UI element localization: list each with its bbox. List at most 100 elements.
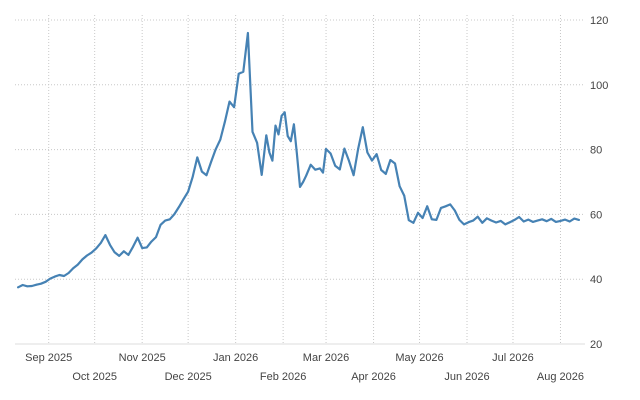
data-point [159, 223, 162, 226]
data-point [127, 254, 130, 256]
data-point [265, 134, 268, 137]
data-point [21, 284, 24, 286]
data-point [532, 221, 534, 223]
y-tick-label: 40 [590, 274, 602, 286]
data-point [53, 275, 56, 278]
data-point [81, 258, 84, 261]
data-point [44, 280, 47, 283]
data-point [296, 152, 298, 155]
data-point [319, 167, 321, 170]
data-point [210, 161, 213, 163]
data-point [518, 216, 520, 218]
data-point [289, 140, 292, 143]
y-tick-label: 120 [590, 15, 608, 27]
data-point [49, 277, 52, 280]
data-point [201, 170, 203, 173]
data-point [417, 211, 419, 214]
data-point [122, 250, 125, 253]
data-point [31, 285, 33, 287]
data-point [509, 221, 511, 224]
data-point [348, 160, 350, 162]
data-point [499, 220, 502, 222]
data-point [568, 220, 571, 223]
series-layer [17, 31, 580, 289]
data-point [286, 135, 289, 137]
data-point [145, 246, 148, 249]
data-point [150, 240, 153, 243]
data-point [573, 217, 576, 220]
data-point [490, 219, 493, 222]
data-point [476, 215, 479, 218]
data-point [104, 234, 107, 237]
data-point [283, 111, 286, 114]
data-point [17, 286, 19, 289]
data-point [26, 285, 29, 288]
x-tick-label: Nov 2025 [119, 352, 166, 364]
data-point [463, 223, 465, 226]
x-tick-label: Aug 2026 [537, 371, 584, 383]
data-point [329, 152, 332, 155]
data-point [271, 159, 274, 162]
data-point [545, 220, 548, 223]
x-tick-label: Jun 2026 [444, 371, 489, 383]
data-point [407, 219, 410, 222]
data-point [136, 236, 139, 239]
data-point [421, 217, 424, 219]
data-point [375, 153, 378, 156]
data-point [219, 138, 222, 141]
data-point [440, 207, 442, 209]
data-point [99, 242, 102, 244]
data-point [260, 174, 263, 176]
data-point [564, 218, 566, 221]
data-point [299, 186, 301, 188]
data-point [187, 190, 190, 193]
data-point [90, 251, 93, 254]
data-point [228, 100, 231, 103]
data-point [224, 120, 226, 123]
data-point [191, 175, 194, 178]
data-point [155, 236, 157, 239]
data-point [513, 219, 516, 221]
data-point [334, 164, 337, 167]
data-point [403, 194, 406, 197]
data-point [67, 272, 70, 274]
data-point [277, 133, 280, 136]
data-point [196, 156, 199, 159]
data-point [325, 148, 327, 150]
data-point [173, 213, 176, 216]
data-point [58, 274, 61, 276]
data-point [495, 221, 497, 224]
x-tick-label: Feb 2026 [260, 371, 306, 383]
data-point [113, 251, 116, 254]
series-points [17, 32, 580, 289]
data-point [430, 218, 433, 221]
data-point [322, 171, 324, 174]
data-point [109, 244, 111, 246]
data-point [426, 205, 429, 208]
data-point [412, 221, 415, 224]
data-point [268, 151, 271, 154]
data-point [280, 115, 283, 117]
y-tick-label: 60 [590, 209, 602, 221]
x-tick-label: May 2026 [395, 352, 443, 364]
data-point [366, 151, 369, 154]
data-point [237, 72, 240, 75]
data-point [435, 219, 438, 221]
data-point [305, 174, 307, 177]
data-point [86, 254, 88, 257]
data-point [536, 219, 539, 222]
y-axis-ticks: 20 40 60 80 100 120 [590, 15, 608, 351]
data-point [394, 162, 396, 165]
data-point [458, 219, 461, 221]
data-point [486, 217, 488, 220]
data-point [72, 267, 75, 270]
x-tick-label: Mar 2026 [303, 352, 349, 364]
data-point [214, 148, 217, 151]
series-line [17, 31, 580, 289]
data-point [449, 203, 452, 206]
data-point [178, 206, 180, 208]
data-point [205, 174, 208, 177]
data-point [141, 247, 144, 250]
x-tick-label: Oct 2025 [72, 371, 117, 383]
